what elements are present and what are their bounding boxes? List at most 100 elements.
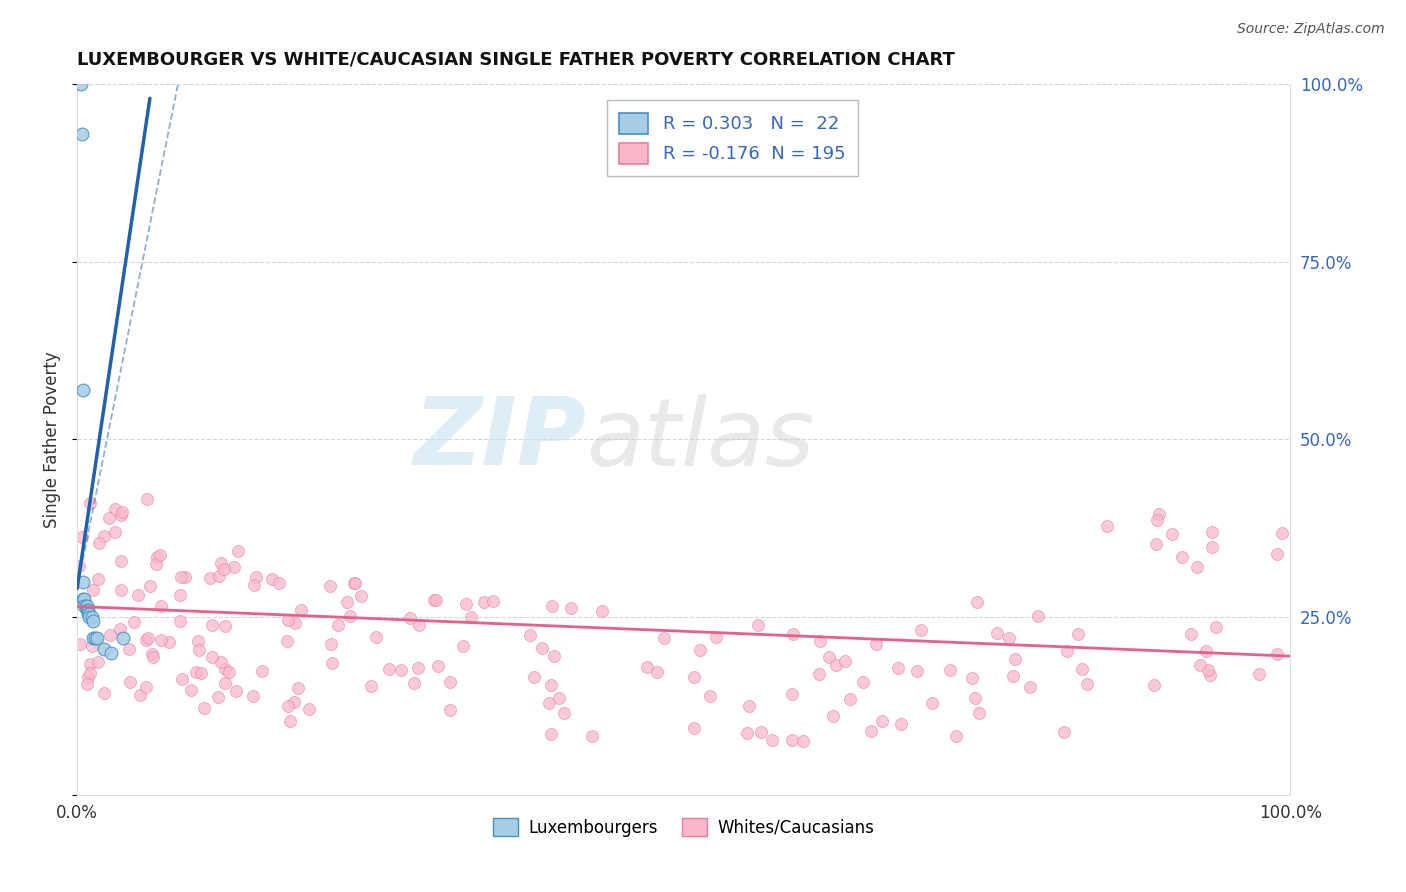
Point: [560, 600, 582, 615]
Point: [910, 623, 932, 637]
Point: [540, 678, 562, 692]
Point: [548, 690, 571, 705]
Point: [1205, 620, 1227, 634]
Point: [150, 632, 173, 647]
Point: [538, 696, 561, 710]
Point: [645, 665, 668, 679]
Point: [1018, 680, 1040, 694]
Point: [209, 556, 232, 570]
Text: atlas: atlas: [586, 394, 815, 485]
Point: [193, 701, 215, 715]
Point: [77, 607, 100, 621]
Point: [1201, 524, 1223, 539]
Point: [960, 671, 983, 685]
Point: [824, 658, 846, 673]
Point: [945, 729, 967, 743]
Point: [277, 614, 299, 628]
Point: [82, 632, 104, 646]
Point: [780, 687, 803, 701]
Point: [77, 607, 100, 621]
Point: [439, 703, 461, 717]
Point: [70, 593, 93, 607]
Point: [77, 670, 100, 684]
Point: [839, 692, 862, 706]
Point: [689, 643, 711, 657]
Point: [184, 665, 207, 680]
Point: [591, 604, 613, 618]
Point: [84, 632, 107, 646]
Point: [683, 721, 706, 735]
Point: [423, 592, 446, 607]
Point: [1265, 548, 1288, 562]
Point: [343, 575, 366, 590]
Point: [111, 505, 134, 519]
Point: [1247, 667, 1270, 681]
Point: [284, 615, 307, 630]
Point: [965, 691, 987, 706]
Point: [283, 695, 305, 709]
Point: [1199, 668, 1222, 682]
Point: [73, 592, 96, 607]
Point: [136, 631, 159, 645]
Point: [406, 661, 429, 675]
Point: [865, 637, 887, 651]
Point: [408, 618, 430, 632]
Point: [1195, 643, 1218, 657]
Point: [267, 576, 290, 591]
Point: [169, 588, 191, 602]
Point: [472, 595, 495, 609]
Point: [1188, 658, 1211, 673]
Point: [1097, 519, 1119, 533]
Point: [72, 592, 94, 607]
Point: [89, 535, 111, 549]
Point: [72, 383, 94, 397]
Point: [77, 610, 100, 624]
Point: [336, 595, 359, 609]
Point: [652, 631, 675, 645]
Point: [389, 663, 412, 677]
Point: [180, 682, 202, 697]
Point: [77, 605, 100, 619]
Text: LUXEMBOURGER VS WHITE/CAUCASIAN SINGLE FATHER POVERTY CORRELATION CHART: LUXEMBOURGER VS WHITE/CAUCASIAN SINGLE F…: [77, 51, 955, 69]
Point: [859, 724, 882, 739]
Point: [350, 589, 373, 603]
Point: [1267, 647, 1289, 661]
Point: [80, 610, 103, 624]
Point: [80, 640, 103, 654]
Point: [214, 619, 236, 633]
Point: [321, 656, 343, 670]
Point: [79, 495, 101, 509]
Point: [290, 603, 312, 617]
Point: [157, 635, 180, 649]
Point: [70, 127, 93, 141]
Point: [110, 508, 132, 522]
Point: [939, 664, 962, 678]
Point: [79, 666, 101, 681]
Point: [93, 529, 115, 543]
Point: [187, 634, 209, 648]
Point: [738, 699, 761, 714]
Point: [188, 643, 211, 657]
Point: [1056, 644, 1078, 658]
Point: [276, 633, 298, 648]
Point: [834, 654, 856, 668]
Point: [86, 632, 108, 646]
Point: [761, 733, 783, 747]
Point: [986, 626, 1008, 640]
Point: [1004, 652, 1026, 666]
Point: [808, 667, 831, 681]
Point: [378, 662, 401, 676]
Point: [460, 609, 482, 624]
Point: [360, 679, 382, 693]
Point: [1146, 513, 1168, 527]
Point: [190, 666, 212, 681]
Point: [76, 599, 98, 614]
Text: ZIP: ZIP: [413, 393, 586, 485]
Point: [72, 574, 94, 589]
Point: [207, 690, 229, 704]
Point: [110, 554, 132, 568]
Point: [747, 617, 769, 632]
Point: [553, 706, 575, 720]
Point: [225, 684, 247, 698]
Point: [543, 648, 565, 663]
